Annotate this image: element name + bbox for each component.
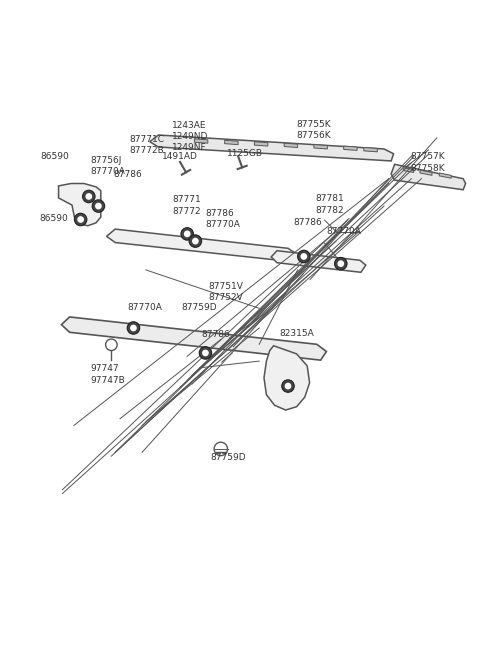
Text: 1491AD: 1491AD: [162, 152, 198, 160]
Text: 87751V
87752V: 87751V 87752V: [209, 282, 244, 302]
Circle shape: [298, 250, 310, 263]
Circle shape: [337, 260, 344, 267]
Text: 87786: 87786: [114, 170, 143, 179]
Polygon shape: [264, 346, 310, 410]
Polygon shape: [344, 146, 357, 151]
Polygon shape: [61, 317, 326, 360]
Circle shape: [214, 442, 228, 456]
Circle shape: [202, 350, 209, 356]
Text: 82315A: 82315A: [280, 329, 314, 338]
Circle shape: [85, 193, 92, 200]
Text: 87759D: 87759D: [210, 453, 246, 462]
Polygon shape: [364, 147, 377, 152]
Text: 87757K
87758K: 87757K 87758K: [410, 152, 445, 173]
Polygon shape: [225, 140, 238, 145]
Circle shape: [127, 322, 140, 334]
Polygon shape: [150, 135, 394, 161]
Text: 1125GB: 1125GB: [227, 149, 263, 159]
Text: 97747
97747B: 97747 97747B: [90, 364, 125, 384]
Text: 87759D: 87759D: [181, 303, 217, 312]
Polygon shape: [314, 145, 327, 149]
Text: 87756J
87770A: 87756J 87770A: [90, 156, 125, 176]
Text: 1243AE
1249ND
1249NF: 1243AE 1249ND 1249NF: [172, 121, 208, 153]
Circle shape: [199, 346, 212, 359]
Circle shape: [285, 383, 291, 390]
Circle shape: [95, 202, 102, 210]
Polygon shape: [284, 143, 298, 147]
Circle shape: [92, 200, 105, 212]
Circle shape: [192, 238, 199, 244]
Circle shape: [181, 228, 193, 240]
Text: 87770A: 87770A: [326, 227, 361, 236]
Circle shape: [74, 214, 87, 226]
Circle shape: [184, 231, 191, 237]
Text: 86590: 86590: [40, 214, 69, 223]
Text: 87786: 87786: [294, 218, 323, 227]
Text: 87781
87782: 87781 87782: [316, 195, 345, 215]
Polygon shape: [439, 173, 451, 178]
Circle shape: [335, 257, 347, 270]
Text: 87786
87770A: 87786 87770A: [205, 209, 240, 229]
Polygon shape: [420, 170, 432, 176]
Text: 87786: 87786: [202, 329, 230, 339]
Polygon shape: [403, 168, 414, 172]
Polygon shape: [391, 164, 466, 190]
Polygon shape: [59, 183, 101, 226]
Polygon shape: [271, 251, 366, 272]
Circle shape: [189, 235, 202, 248]
Circle shape: [282, 380, 294, 392]
Text: 86590: 86590: [41, 152, 70, 160]
Text: 87755K
87756K: 87755K 87756K: [297, 119, 331, 140]
Circle shape: [130, 325, 137, 331]
Circle shape: [106, 339, 117, 350]
Polygon shape: [107, 229, 298, 262]
Circle shape: [77, 216, 84, 223]
Text: 87771C
87772B: 87771C 87772B: [130, 135, 165, 155]
Text: 87770A: 87770A: [127, 303, 162, 312]
Polygon shape: [194, 139, 208, 143]
Circle shape: [83, 190, 95, 202]
Polygon shape: [254, 141, 268, 146]
Circle shape: [300, 253, 307, 260]
Text: 87771
87772: 87771 87772: [173, 195, 202, 215]
